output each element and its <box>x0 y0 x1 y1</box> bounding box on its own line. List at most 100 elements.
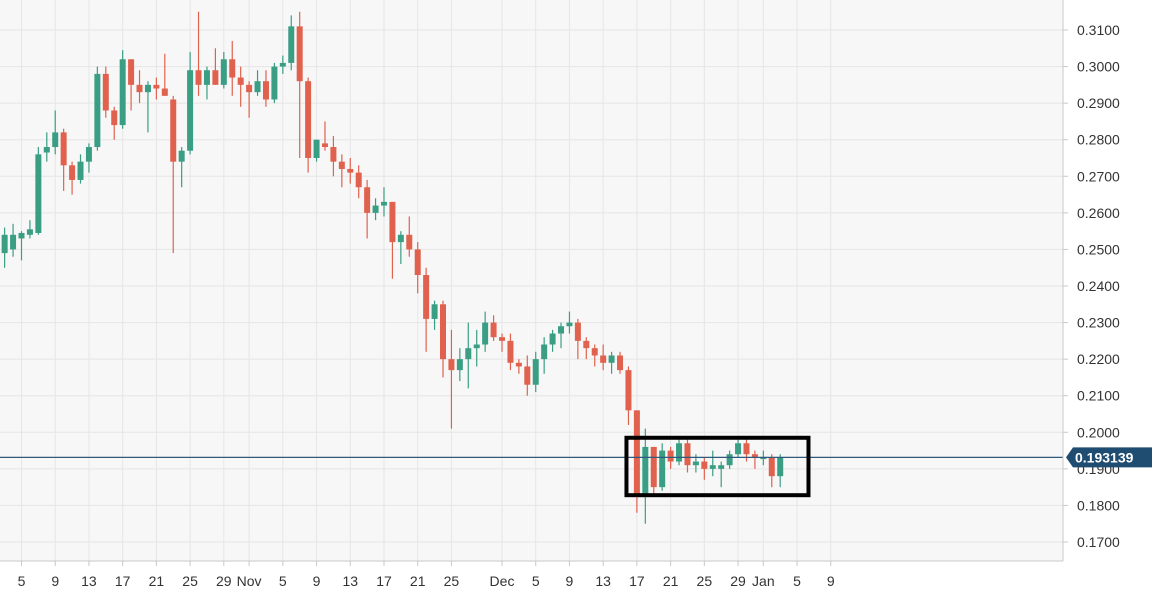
candle-body <box>760 457 767 460</box>
candle-body <box>625 370 632 411</box>
candle-body <box>69 165 76 180</box>
candle <box>18 231 25 261</box>
candle <box>161 53 168 96</box>
candle-body <box>220 59 227 85</box>
candle-body <box>456 359 463 371</box>
candle <box>111 106 118 140</box>
candle-body <box>372 205 379 213</box>
candle-body <box>111 110 118 126</box>
current-price-tag: 0.193139 <box>1066 447 1152 468</box>
candle <box>128 59 135 111</box>
candle <box>338 154 345 188</box>
candle <box>499 333 506 352</box>
candle <box>440 300 446 378</box>
x-tick-label: 21 <box>663 573 679 589</box>
candle-body <box>507 340 514 363</box>
candle <box>144 81 151 133</box>
candle-body <box>60 132 67 166</box>
candle <box>423 267 430 352</box>
candle <box>229 40 236 96</box>
candle-body <box>676 443 683 462</box>
candle-body <box>541 344 548 360</box>
candle-body <box>558 326 565 334</box>
y-tick-label: 0.2700 <box>1077 168 1120 184</box>
candle <box>364 179 371 239</box>
candle-body <box>1 234 8 254</box>
candle-body <box>667 450 674 462</box>
x-tick-label: 25 <box>444 573 460 589</box>
candle-body <box>583 340 590 349</box>
candle-body <box>271 66 278 100</box>
candle-body <box>102 73 109 111</box>
candle-body <box>473 344 480 349</box>
x-tick-label: 25 <box>182 573 198 589</box>
candle <box>414 242 421 294</box>
candle <box>701 457 708 480</box>
candle-body <box>144 84 151 93</box>
candle-body <box>347 168 354 173</box>
candle-body <box>246 84 253 93</box>
candle <box>35 147 42 235</box>
candle-body <box>482 322 489 345</box>
candle-body <box>187 70 194 151</box>
candle-body <box>768 457 775 477</box>
candle-body <box>338 161 345 169</box>
candle-body <box>77 161 84 180</box>
y-tick-label: 0.1800 <box>1077 497 1120 513</box>
price-tag-bg <box>1066 447 1152 468</box>
candle <box>473 329 480 367</box>
candle-body <box>423 275 430 319</box>
candle-body <box>642 446 649 495</box>
candle <box>102 66 109 118</box>
candle <box>659 443 666 491</box>
candle-body <box>591 348 598 356</box>
candle <box>246 81 253 118</box>
candle-body <box>617 355 624 371</box>
x-tick-label: 5 <box>532 573 540 589</box>
candle <box>43 132 50 162</box>
candle-body <box>659 450 666 488</box>
x-tick-label: 9 <box>566 573 574 589</box>
x-tick-label: 17 <box>629 573 645 589</box>
candle <box>507 333 514 371</box>
candle <box>600 344 607 371</box>
candle <box>254 70 261 96</box>
candle-body <box>178 150 185 162</box>
candle <box>380 187 387 217</box>
candle <box>735 439 742 458</box>
candle <box>262 70 269 107</box>
x-tick-label: 5 <box>279 573 287 589</box>
y-tick-label: 0.2100 <box>1077 388 1120 404</box>
candle-body <box>600 355 607 363</box>
x-tick-label: 29 <box>730 573 746 589</box>
candle <box>389 201 396 279</box>
candle-body <box>380 201 387 206</box>
candle <box>279 55 286 74</box>
candle <box>709 450 716 477</box>
candle <box>591 344 598 367</box>
x-tick-label: 29 <box>216 573 232 589</box>
candle-body <box>684 443 691 466</box>
candle <box>558 322 565 349</box>
x-tick-label: 17 <box>115 573 131 589</box>
candle <box>515 359 522 374</box>
candle-body <box>389 201 396 243</box>
highlight-box <box>624 435 811 498</box>
candle <box>684 439 691 473</box>
candle-body <box>128 59 135 85</box>
candle <box>77 154 84 184</box>
candle <box>288 15 295 71</box>
candle <box>482 311 489 352</box>
candle-body <box>515 362 522 367</box>
candle <box>195 11 202 96</box>
x-tick-label: Dec <box>490 573 515 589</box>
candle-body <box>414 249 421 276</box>
candle <box>153 77 160 100</box>
candle-body <box>566 322 573 327</box>
candle-body <box>364 187 371 213</box>
gridlines <box>0 0 1063 561</box>
candle-body <box>18 232 25 239</box>
candle <box>768 454 775 488</box>
